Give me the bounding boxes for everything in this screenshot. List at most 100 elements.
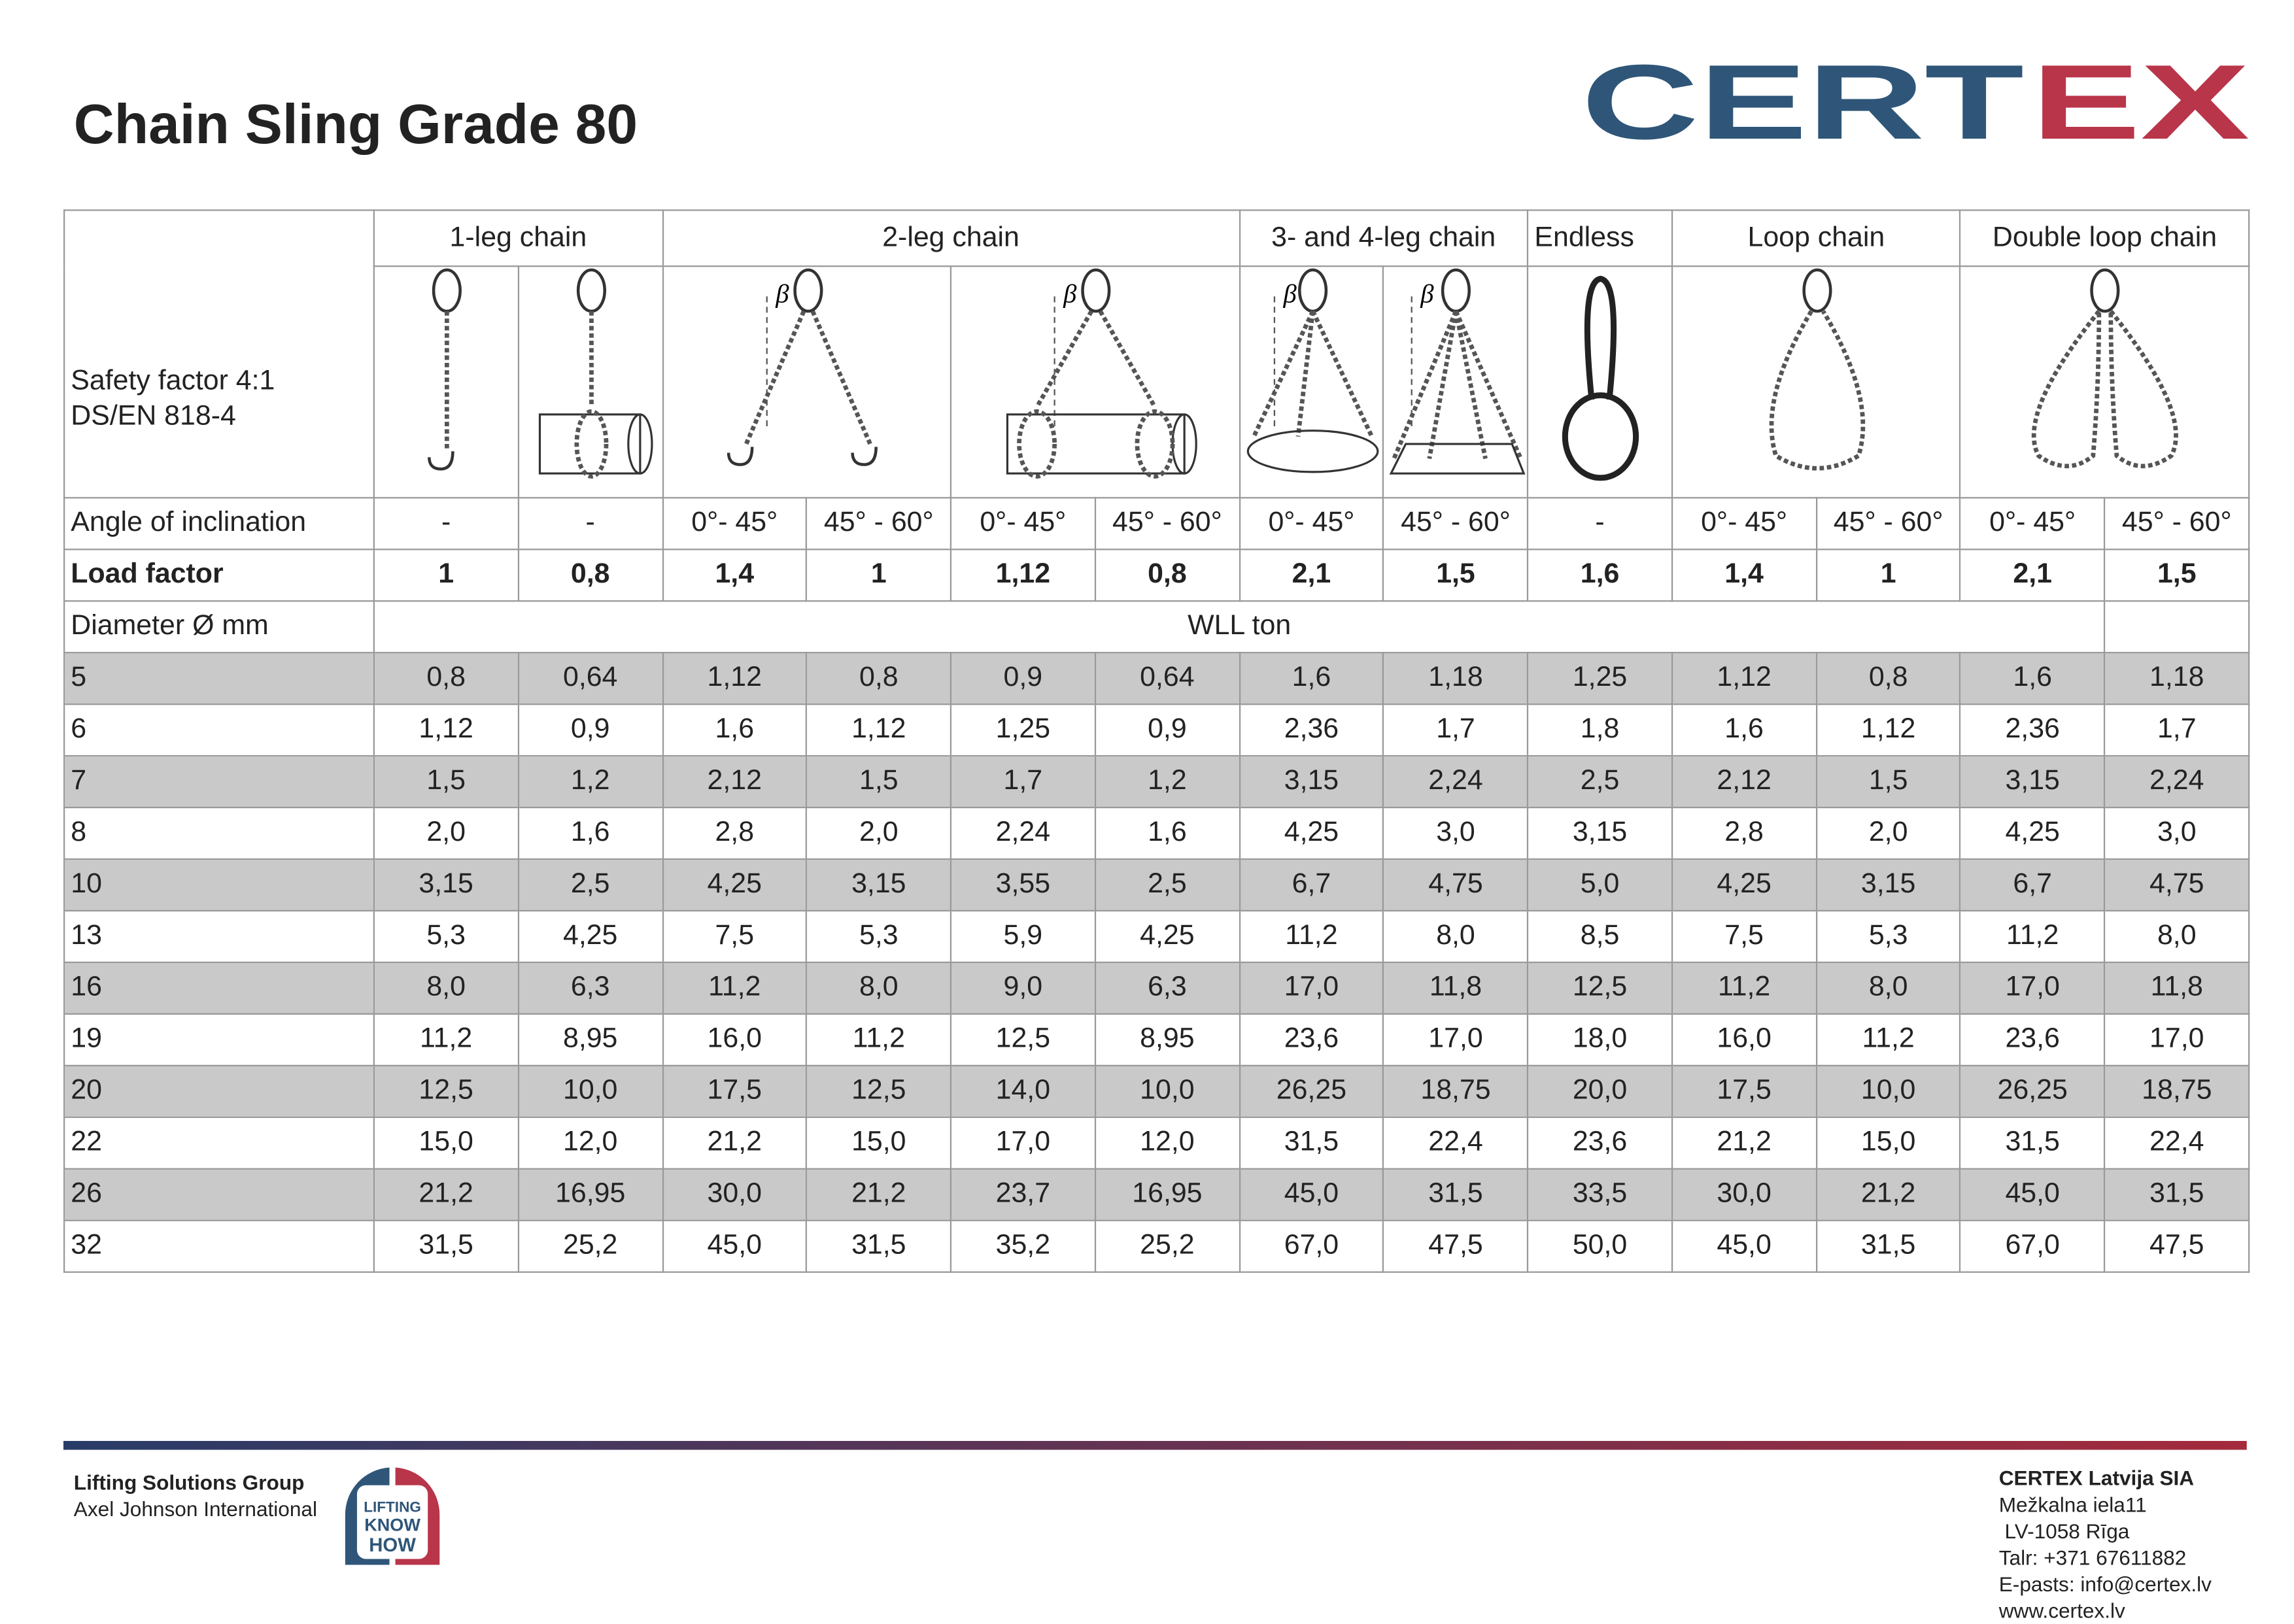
wll-value: 11,2 xyxy=(806,1013,952,1067)
wll-value: 50,0 xyxy=(1527,1219,1673,1273)
safety-text: DS/EN 818-4 xyxy=(71,401,236,432)
wll-value: 4,25 xyxy=(517,909,664,964)
wll-value: 10,0 xyxy=(517,1064,664,1118)
angle-value: 0°- 45° xyxy=(1959,497,2106,550)
data-row: 26 21,2 16,95 30,0 21,2 23,7 16,95 45,0 31,5 33,5… xyxy=(63,1168,2250,1221)
drawing-part: β xyxy=(1063,279,1077,308)
wll-value: 1,18 xyxy=(1382,652,1529,705)
drawing-part xyxy=(1392,310,1459,460)
wll-value: 47,5 xyxy=(2104,1219,2250,1273)
load-value: 2,1 xyxy=(1239,549,1384,602)
wll-value: 4,25 xyxy=(661,858,808,912)
group-header: Loop chain xyxy=(1671,209,1962,267)
wll-value: 7,5 xyxy=(661,909,808,964)
wll-value: 3,15 xyxy=(373,858,519,912)
group-header: Double loop chain xyxy=(1959,209,2250,267)
footer-bar xyxy=(63,1441,2247,1450)
diameter: 32 xyxy=(63,1219,375,1273)
wll-value: 1,6 xyxy=(517,806,664,860)
wll-value: 2,0 xyxy=(1815,806,1962,860)
wll-value: 6,3 xyxy=(517,961,664,1015)
wll-value: 18,75 xyxy=(2104,1064,2250,1118)
wll-value: 21,2 xyxy=(373,1168,519,1221)
wll-value: 1,6 xyxy=(1239,652,1384,705)
drawing-part xyxy=(2091,268,2121,313)
wll-value: 35,2 xyxy=(950,1219,1096,1273)
badge-text: KNOW xyxy=(364,1515,420,1535)
wll-value: 4,25 xyxy=(1239,806,1384,860)
angle-value: 45° - 60° xyxy=(1815,497,1962,550)
drawing-part xyxy=(1297,268,1327,313)
footer-left: Lifting Solutions Group Axel Johnson Int… xyxy=(74,1469,317,1522)
wll-value: 16,95 xyxy=(517,1168,664,1221)
wll-value: 20,0 xyxy=(1527,1064,1673,1118)
wll-value: 12,5 xyxy=(1527,961,1673,1015)
wll-value: 22,4 xyxy=(2104,1116,2250,1170)
load-value: 0,8 xyxy=(1094,549,1241,602)
wll-value: 5,3 xyxy=(806,909,952,964)
wll-value: 1,18 xyxy=(2104,652,2250,705)
load-value: 1,6 xyxy=(1527,549,1673,602)
wll-value: 17,0 xyxy=(1959,961,2106,1015)
illustration xyxy=(2032,268,2179,469)
angle-value: 45° - 60° xyxy=(1382,497,1529,550)
wll-value: 12,5 xyxy=(950,1013,1096,1067)
wll-value: 4,75 xyxy=(1382,858,1529,912)
data-row: 8 2,0 1,6 2,8 2,0 2,24 1,6 4,25 3,0 3,15 2,8 2,0 4,2… xyxy=(63,806,2250,860)
wll-value: 22,4 xyxy=(1382,1116,1529,1170)
wll-value: 0,8 xyxy=(806,652,952,705)
logo-right: EX xyxy=(2031,56,2250,148)
wll-value: 3,15 xyxy=(1959,755,2106,809)
load-value: 0,8 xyxy=(517,549,664,602)
wll-value: 14,0 xyxy=(950,1064,1096,1118)
diameter: 5 xyxy=(63,652,375,705)
wll-value: 10,0 xyxy=(1815,1064,1962,1118)
logo-left: CERT xyxy=(1581,56,2024,148)
drawing-part: β xyxy=(774,279,789,308)
wll-value: 2,5 xyxy=(1094,858,1241,912)
load-row: Load factor 1 0,8 1,4 1 1,12 0,8 2,1 1,5 1,6 1,4 1 2… xyxy=(63,549,2250,602)
illustration-cell xyxy=(1671,265,1962,499)
wll-value: 21,2 xyxy=(806,1168,952,1221)
wll-value: 23,6 xyxy=(1239,1013,1384,1067)
diameter: 8 xyxy=(63,806,375,860)
row-label: Load factor xyxy=(63,549,375,602)
drawing-part xyxy=(1006,413,1186,475)
wll-value: 2,36 xyxy=(1239,703,1384,757)
wll-value: 8,0 xyxy=(2104,909,2250,964)
wll-value: 8,95 xyxy=(517,1013,664,1067)
wll-value: 11,2 xyxy=(661,961,808,1015)
drawing-part xyxy=(1310,310,1373,438)
wll-value: 21,2 xyxy=(661,1116,808,1170)
wll-value: 17,5 xyxy=(1671,1064,1817,1118)
wll-value: 26,25 xyxy=(1959,1064,2106,1118)
wll-value: 12,0 xyxy=(517,1116,664,1170)
illustration-cell: β xyxy=(1382,265,1529,499)
wll-value: 2,0 xyxy=(806,806,952,860)
wll-value: 0,9 xyxy=(950,652,1096,705)
data-row: 13 5,3 4,25 7,5 5,3 5,9 4,25 11,2 8,0 8,5 7,5 5,3 11… xyxy=(63,909,2250,964)
wll-value: 4,75 xyxy=(2104,858,2250,912)
wll-value: 23,6 xyxy=(1959,1013,2106,1067)
wll-value: 6,7 xyxy=(1239,858,1384,912)
drawing-part xyxy=(1135,409,1175,479)
address-line: www.certex.lv xyxy=(1998,1599,2125,1623)
wll-value: 45,0 xyxy=(1671,1219,1817,1273)
angle-value: 0°- 45° xyxy=(661,497,808,550)
wll-value: 6,3 xyxy=(1094,961,1241,1015)
wll-value: 25,2 xyxy=(517,1219,664,1273)
illustration xyxy=(428,268,462,471)
group-header: Endless xyxy=(1527,209,1673,267)
drawing-part xyxy=(1295,311,1315,437)
wll-value: 0,9 xyxy=(1094,703,1241,757)
wll-value: 2,8 xyxy=(661,806,808,860)
address-line: Talr: +371 67611882 xyxy=(1998,1546,2187,1570)
wll-value: 2,36 xyxy=(1959,703,2106,757)
data-row: 16 8,0 6,3 11,2 8,0 9,0 6,3 17,0 11,8 12,5 11,2 8,0… xyxy=(63,961,2250,1015)
drawing-part xyxy=(2109,309,2179,469)
wll-value: 16,0 xyxy=(661,1013,808,1067)
group-name: Lifting Solutions Group xyxy=(73,1470,305,1495)
wll-value: 2,24 xyxy=(950,806,1096,860)
wll-value: 31,5 xyxy=(806,1219,952,1273)
